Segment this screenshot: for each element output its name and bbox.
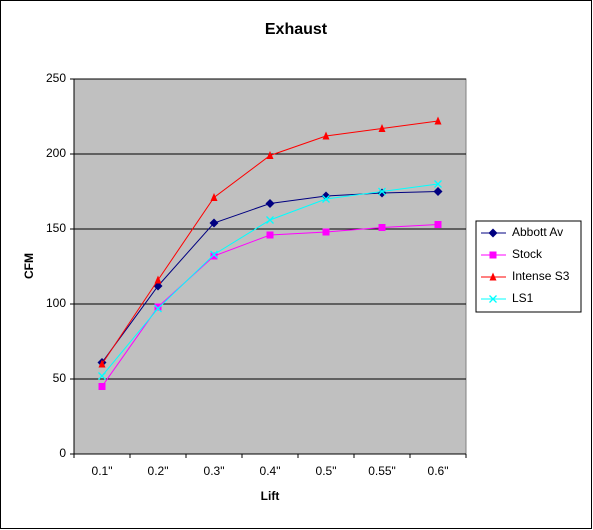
marker <box>378 187 386 196</box>
x-tick-label: 0.1" <box>92 464 113 478</box>
marker <box>378 224 386 231</box>
x-tick-label: 0.5" <box>316 464 337 478</box>
marker <box>266 216 274 224</box>
y-tick-label: 250 <box>46 71 66 85</box>
marker <box>210 193 218 201</box>
y-axis-title: CFM <box>22 253 36 279</box>
marker <box>434 221 442 228</box>
marker <box>98 372 106 380</box>
marker <box>322 228 330 236</box>
x-axis-title: Lift <box>261 489 280 503</box>
y-tick-label: 150 <box>46 221 66 235</box>
x-tick-label: 0.4" <box>260 464 281 478</box>
marker <box>210 252 218 260</box>
marker <box>210 250 218 259</box>
marker <box>433 187 443 196</box>
plot-area <box>73 78 467 455</box>
marker <box>322 131 330 140</box>
marker <box>209 218 219 228</box>
legend-label: Intense S3 <box>512 269 570 283</box>
marker <box>378 124 386 132</box>
legend-marker <box>489 251 497 259</box>
marker <box>266 231 274 239</box>
legend-label: Stock <box>512 247 543 261</box>
y-tick-label: 200 <box>46 146 66 160</box>
x-tick-label: 0.3" <box>204 464 225 478</box>
x-tick-label: 0.55" <box>368 464 396 478</box>
marker <box>154 303 162 311</box>
marker <box>154 275 162 284</box>
y-tick-label: 0 <box>59 446 66 460</box>
marker <box>434 116 442 125</box>
marker <box>154 304 162 313</box>
marker <box>322 195 330 203</box>
marker <box>98 383 106 390</box>
marker <box>266 151 274 159</box>
chart-title: Exhaust <box>265 21 328 38</box>
legend-marker <box>488 228 498 238</box>
marker <box>98 359 106 368</box>
y-tick-label: 50 <box>53 371 67 385</box>
y-tick-label: 100 <box>46 296 66 310</box>
marker <box>434 180 442 188</box>
marker <box>265 199 275 208</box>
x-tick-label: 0.2" <box>148 464 169 478</box>
legend-label: Abbott Av <box>512 225 563 239</box>
legend-marker <box>489 295 497 303</box>
legend-marker <box>489 272 497 281</box>
x-tick-label: 0.6" <box>428 464 449 478</box>
legend-label: LS1 <box>512 291 534 305</box>
